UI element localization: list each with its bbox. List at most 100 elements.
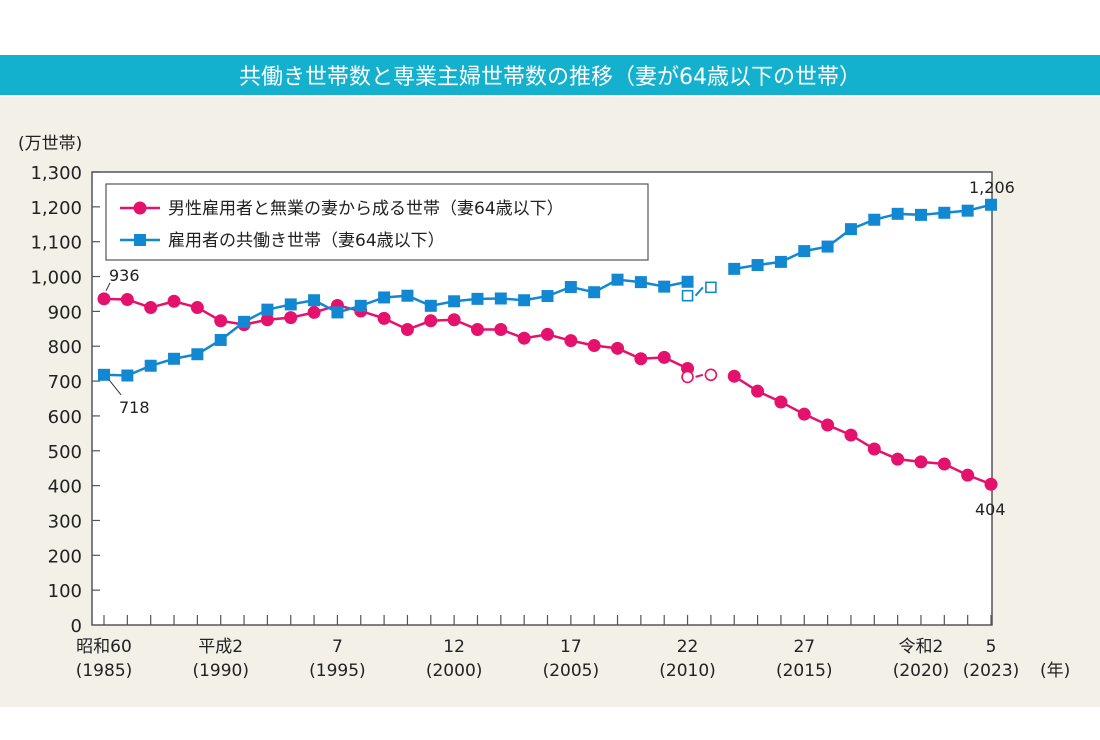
data-label-936: 936: [109, 266, 140, 285]
x-tick-label-era: 22: [677, 637, 699, 657]
y-tick-label: 600: [48, 407, 82, 428]
data-point: [98, 368, 110, 381]
y-tick-label: 1,200: [30, 198, 82, 219]
data-point: [401, 289, 414, 302]
data-point: [797, 407, 811, 421]
x-tick-label-year: (2023): [963, 661, 1020, 681]
y-tick-label: 1,000: [30, 268, 82, 289]
data-point: [914, 208, 927, 221]
legend-marker-square: [134, 234, 146, 246]
series-layer: [97, 198, 998, 491]
data-point: [97, 292, 111, 306]
data-point: [588, 286, 601, 299]
data-point: [634, 352, 648, 366]
data-point: [541, 327, 554, 341]
x-tick-label-year: (2000): [426, 661, 483, 681]
y-tick-label: 100: [48, 581, 82, 602]
data-point: [564, 334, 578, 348]
x-tick-label-era: 5: [986, 637, 997, 657]
data-label-1206: 1,206: [969, 178, 1015, 197]
open-connector: [694, 286, 704, 297]
data-point: [751, 259, 764, 272]
data-point: [727, 369, 741, 383]
data-point: [774, 395, 788, 409]
legend-label-dual-income: 雇用者の共働き世帯（妻64歳以下）: [168, 231, 445, 251]
open-data-point: [705, 281, 717, 294]
data-point: [448, 295, 461, 308]
data-point: [961, 468, 975, 482]
data-point: [167, 294, 181, 308]
annotations: 936 718 1,206 404: [105, 178, 1015, 519]
x-tick-label-year: (2020): [893, 661, 950, 681]
data-point: [938, 206, 951, 219]
data-point: [168, 352, 181, 365]
data-point: [191, 348, 204, 361]
data-point: [424, 299, 437, 312]
x-tick-label-year: (2010): [659, 661, 716, 681]
y-tick-label: 1,300: [30, 163, 82, 184]
x-tick-label-era: 12: [443, 637, 465, 657]
y-tick-label: 900: [48, 302, 82, 323]
data-point: [518, 294, 531, 307]
chart-title: 共働き世帯数と専業主婦世帯数の推移（妻が64歳以下の世帯）: [239, 65, 861, 90]
series-single-income: [97, 292, 998, 491]
leader-line: [108, 379, 122, 396]
data-point: [681, 275, 694, 288]
y-tick-label: 200: [48, 546, 82, 567]
x-tick-label-era: 7: [332, 637, 343, 657]
data-point: [891, 207, 904, 220]
chart-title-bar: 共働き世帯数と専業主婦世帯数の推移（妻が64歳以下の世帯）: [0, 55, 1100, 95]
data-point: [120, 293, 134, 307]
x-tick-label-era: 27: [793, 637, 815, 657]
data-point: [261, 303, 274, 316]
data-point: [984, 477, 998, 491]
legend: 男性雇用者と無業の妻から成る世帯（妻64歳以下） 雇用者の共働き世帯（妻64歳以…: [105, 183, 649, 261]
data-point: [821, 240, 834, 253]
open-data-point: [704, 368, 718, 382]
y-tick-label: 500: [48, 442, 82, 463]
data-point: [121, 369, 134, 382]
data-point: [307, 305, 321, 319]
data-point: [144, 301, 158, 315]
data-point: [517, 331, 531, 345]
data-point: [844, 428, 858, 442]
open-connector: [695, 373, 704, 378]
data-point: [284, 298, 297, 311]
data-point: [798, 245, 811, 258]
data-point: [891, 452, 905, 466]
data-point: [447, 313, 461, 327]
data-point: [378, 291, 391, 304]
y-tick-label: 300: [48, 511, 82, 532]
data-point: [821, 418, 835, 432]
x-tick-label-year: (1990): [192, 661, 249, 681]
x-tick-label-era: 昭和60: [76, 637, 132, 657]
data-point: [985, 198, 997, 211]
x-tick-label-year: (1995): [309, 661, 366, 681]
data-point: [190, 301, 204, 315]
data-point: [494, 292, 507, 305]
legend-box: [105, 183, 649, 261]
data-point: [564, 280, 577, 293]
y-tick-label: 0: [71, 616, 82, 637]
data-point: [284, 311, 298, 325]
data-point: [774, 255, 787, 268]
data-point: [611, 273, 624, 286]
x-tick-label-year: (1985): [76, 661, 133, 681]
y-axis: 0 100 200 300 400 500 600 700 800 900 1,000 1,100 1,…: [30, 163, 100, 637]
data-point: [354, 299, 367, 312]
data-point: [470, 323, 484, 337]
data-point: [634, 276, 647, 289]
x-tick-label-era: 令和2: [899, 637, 944, 657]
x-tick-label-era: 平成2: [198, 637, 243, 657]
y-axis-unit: (万世帯): [18, 134, 82, 154]
data-point: [424, 314, 438, 328]
data-point: [471, 292, 484, 305]
data-point: [658, 280, 671, 293]
open-data-point: [681, 370, 694, 384]
data-point: [657, 350, 671, 364]
data-point: [260, 313, 274, 327]
x-tick-label-year: (2015): [776, 661, 833, 681]
legend-label-single-income: 男性雇用者と無業の妻から成る世帯（妻64歳以下）: [168, 199, 564, 219]
y-tick-label: 800: [48, 337, 82, 358]
